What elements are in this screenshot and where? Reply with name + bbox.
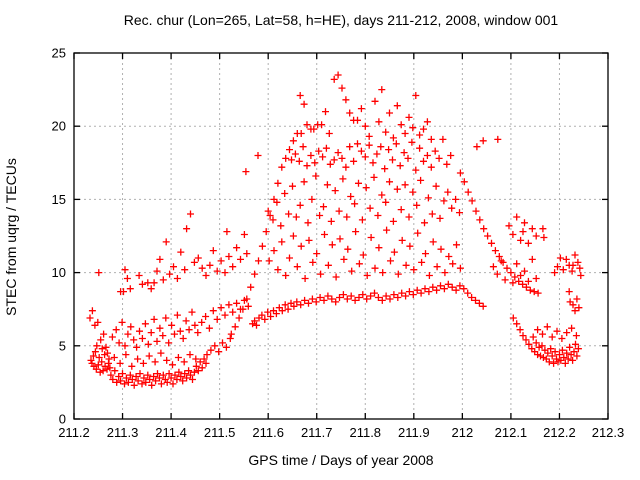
data-points xyxy=(86,71,585,389)
x-tick-label: 211.4 xyxy=(155,425,187,440)
x-tick-label: 211.2 xyxy=(58,425,90,440)
x-tick-label: 211.5 xyxy=(204,425,236,440)
y-axis-title: STEC from uqrg / TECUs xyxy=(3,158,19,316)
plot-border xyxy=(73,52,609,420)
x-tick-label: 211.7 xyxy=(301,425,333,440)
x-tick-label: 212.2 xyxy=(543,425,576,440)
x-tick-label: 212.3 xyxy=(592,425,625,440)
y-tick-label: 25 xyxy=(52,46,66,61)
chart-title: Rec. chur (Lon=265, Lat=58, h=HE), days … xyxy=(123,12,559,28)
y-tick-label: 15 xyxy=(52,192,66,207)
y-tick-label: 20 xyxy=(52,119,66,134)
x-tick-label: 211.6 xyxy=(252,425,284,440)
y-tick-label: 10 xyxy=(52,265,66,280)
x-axis-title: GPS time / Days of year 2008 xyxy=(248,452,434,468)
x-tick-label: 212 xyxy=(452,425,474,440)
x-tick-label: 211.9 xyxy=(398,425,430,440)
x-tick-label: 211.3 xyxy=(107,425,139,440)
x-tick-label: 212.1 xyxy=(495,425,528,440)
y-tick-label: 0 xyxy=(59,412,66,427)
x-tick-label: 211.8 xyxy=(349,425,381,440)
y-tick-label: 5 xyxy=(59,338,66,353)
